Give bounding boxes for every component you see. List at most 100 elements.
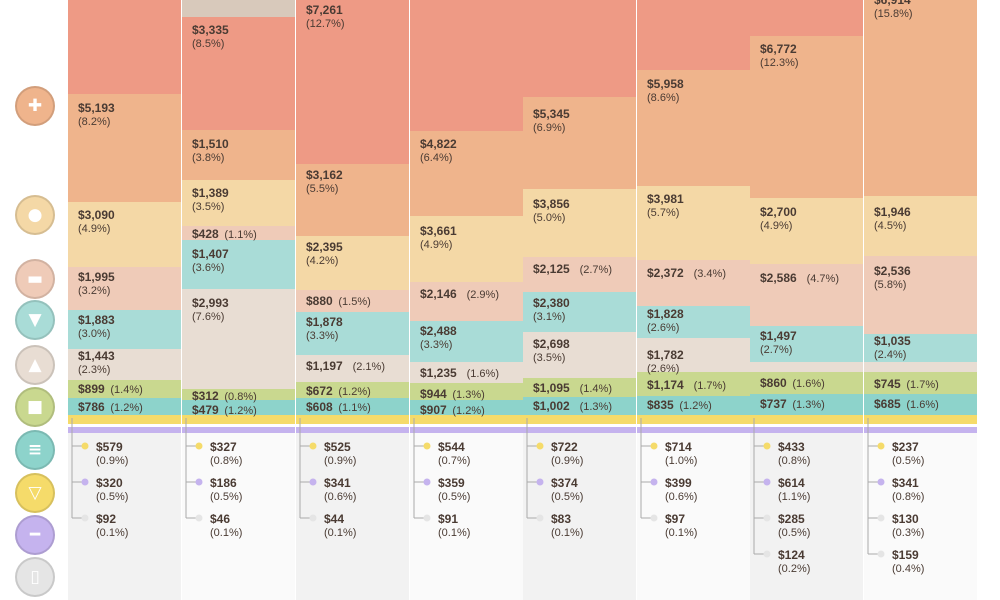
callout-percent: (0.5%) (438, 491, 470, 503)
callout-percent: (0.1%) (665, 527, 697, 539)
segment-percent: (1.4%) (580, 383, 612, 395)
bar-segment (637, 427, 750, 433)
segment-percent: (3.2%) (78, 285, 110, 297)
callout-value: $544 (438, 440, 465, 454)
bar-segment (296, 424, 409, 427)
segment-value: $1,946 (874, 205, 911, 219)
segment-percent: (4.9%) (78, 223, 110, 235)
segment-percent: (1.7%) (694, 380, 726, 392)
column-top-value: $7,261 (306, 3, 343, 17)
segment-percent: (3.1%) (533, 311, 565, 323)
bar-segment (68, 94, 181, 202)
segment-percent: (1.1%) (338, 402, 370, 414)
segment-value: $3,090 (78, 208, 115, 222)
callout-dot (763, 514, 771, 522)
segment-percent: (5.8%) (874, 279, 906, 291)
segment-value: $479 (192, 403, 219, 417)
callout-dot (763, 478, 771, 486)
segment-percent: (2.7%) (580, 264, 612, 276)
segment-value: $899 (78, 382, 105, 396)
callout-percent: (0.2%) (778, 563, 810, 575)
callout-dot (195, 478, 203, 486)
segment-value: $1,389 (192, 186, 229, 200)
segment-percent: (4.9%) (420, 239, 452, 251)
bar-segment (410, 362, 523, 383)
segment-percent: (7.6%) (192, 311, 224, 323)
bar-segment (750, 372, 863, 394)
bar-segment (864, 415, 977, 424)
segment-value: $428 (192, 227, 219, 241)
callout-percent: (0.8%) (210, 455, 242, 467)
callout-value: $44 (324, 512, 344, 526)
bar-segment (523, 397, 636, 415)
callout-value: $433 (778, 440, 805, 454)
segment-value: $2,146 (420, 287, 457, 301)
callout-percent: (0.1%) (96, 527, 128, 539)
segment-value: $745 (874, 377, 901, 391)
segment-percent: (8.6%) (647, 92, 679, 104)
segment-value: $5,345 (533, 107, 570, 121)
bar-segment (410, 415, 523, 424)
medical-kit-icon: ✚ (15, 86, 55, 126)
segment-value: $1,782 (647, 348, 684, 362)
callout-percent: (0.6%) (665, 491, 697, 503)
segment-percent: (4.2%) (306, 255, 338, 267)
callout-dot (877, 550, 885, 558)
callout-percent: (0.5%) (96, 491, 128, 503)
bar-segment (182, 415, 295, 424)
segment-value: $1,443 (78, 349, 115, 363)
bar-segment (68, 310, 181, 349)
bar-segment (750, 424, 863, 427)
segment-value: $608 (306, 400, 333, 414)
bar-segment (182, 0, 295, 17)
bar-segment (523, 415, 636, 424)
bar-segment (750, 394, 863, 415)
segment-value: $880 (306, 294, 333, 308)
callout-dot (423, 442, 431, 450)
callout-percent: (0.5%) (778, 527, 810, 539)
segment-percent: (1.3%) (452, 389, 484, 401)
bar-segment (637, 415, 750, 424)
segment-value: $1,095 (533, 381, 570, 395)
callout-percent: (1.0%) (665, 455, 697, 467)
column-top-percent: (12.7%) (306, 18, 345, 30)
segment-value: $2,488 (420, 324, 457, 338)
segment-percent: (3.3%) (306, 330, 338, 342)
column-top-percent: (8.5%) (192, 38, 224, 50)
callout-dot (81, 514, 89, 522)
segment-percent: (2.4%) (874, 349, 906, 361)
segment-percent: (1.3%) (792, 399, 824, 411)
segment-percent: (2.6%) (647, 363, 679, 375)
callout-value: $130 (892, 512, 919, 526)
segment-value: $1,497 (760, 329, 797, 343)
food-plate-icon: ● (15, 195, 55, 235)
callout-value: $97 (665, 512, 685, 526)
bar-segment (410, 400, 523, 415)
bar-segment (182, 427, 295, 433)
bar-segment (182, 180, 295, 226)
segment-percent: (2.1%) (353, 361, 385, 373)
comb-icon: ≡ (15, 430, 55, 470)
bar-segment (182, 17, 295, 130)
segment-value: $2,700 (760, 205, 797, 219)
segment-percent: (1.7%) (906, 379, 938, 391)
segment-percent: (1.2%) (224, 405, 256, 417)
callout-value: $579 (96, 440, 123, 454)
segment-percent: (3.3%) (420, 339, 452, 351)
segment-percent: (1.2%) (338, 386, 370, 398)
callout-value: $341 (324, 476, 351, 490)
segment-percent: (3.6%) (192, 262, 224, 274)
callout-value: $83 (551, 512, 571, 526)
bar-segment (68, 380, 181, 398)
tablet-icon: ▯ (15, 557, 55, 597)
column-top-percent: (12.3%) (760, 57, 799, 69)
bar-segment (637, 70, 750, 186)
bar-segment (296, 382, 409, 398)
callout-dot (81, 442, 89, 450)
column-top-percent: (15.8%) (874, 8, 913, 20)
bar-segment (68, 427, 181, 433)
cocktail-glass-icon: ▽ (15, 473, 55, 513)
bar-segment (750, 36, 863, 198)
segment-value: $2,698 (533, 337, 570, 351)
callout-dot (309, 442, 317, 450)
